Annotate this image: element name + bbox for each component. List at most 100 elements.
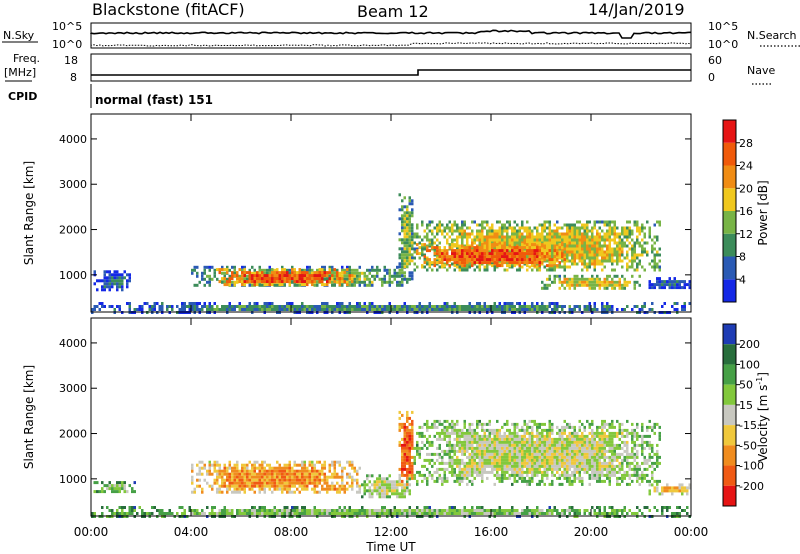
velocity-cell — [581, 476, 584, 480]
power-cell — [318, 308, 321, 311]
velocity-cell — [556, 455, 559, 459]
power-cell — [493, 241, 496, 245]
power-cell — [533, 258, 536, 262]
power-cell — [573, 253, 576, 257]
velocity-cell — [403, 458, 406, 462]
power-cell — [673, 283, 676, 287]
power-cell — [293, 280, 296, 284]
power-cell — [218, 280, 221, 284]
power-cell — [561, 280, 564, 284]
velocity-cell — [491, 446, 494, 450]
velocity-cell — [503, 461, 506, 465]
velocity-cell — [436, 419, 439, 423]
velocity-cell — [226, 469, 229, 473]
power-cell — [498, 241, 501, 245]
power-cell — [248, 283, 251, 287]
power-cell — [321, 277, 324, 281]
velocity-cell — [556, 449, 559, 453]
power-cell — [483, 235, 486, 239]
velocity-cell — [301, 475, 304, 479]
power-cell — [351, 274, 354, 278]
velocity-cell — [548, 467, 551, 471]
power-cell — [351, 271, 354, 275]
velocity-cell — [548, 431, 551, 435]
velocity-cell — [401, 422, 404, 426]
power-cell — [446, 241, 449, 245]
power-cell — [471, 305, 474, 308]
power-cell — [648, 280, 651, 284]
power-cell — [486, 220, 489, 224]
power-cell — [213, 268, 216, 272]
power-cell — [468, 249, 471, 253]
power-cell — [238, 277, 241, 281]
power-cell — [663, 283, 666, 287]
velocity-cell — [433, 470, 436, 474]
velocity-cell — [581, 452, 584, 456]
velocity-cell — [318, 490, 321, 494]
velocity-cell — [598, 446, 601, 450]
power-cell — [518, 232, 521, 236]
power-cell — [348, 283, 351, 287]
velocity-cell — [553, 437, 556, 441]
velocity-cell — [411, 422, 414, 426]
velocity-cell — [333, 469, 336, 473]
velocity-cell — [311, 487, 314, 491]
power-cell — [306, 280, 309, 284]
velocity-cell — [453, 473, 456, 477]
power-cell — [531, 247, 534, 251]
velocity-cell — [583, 455, 586, 459]
power-cell — [493, 229, 496, 233]
power-cell — [508, 258, 511, 262]
power-cell — [498, 229, 501, 233]
power-cell — [401, 220, 404, 224]
power-cell — [553, 277, 556, 281]
velocity-cell — [231, 484, 234, 488]
velocity-cell — [383, 492, 386, 496]
power-cell — [288, 271, 291, 275]
power-cell — [591, 262, 594, 266]
power-cell — [608, 308, 611, 311]
power-cell — [541, 243, 544, 247]
power-cell — [296, 283, 299, 287]
velocity-cell — [306, 481, 309, 485]
power-cell — [426, 226, 429, 230]
velocity-cell — [433, 425, 436, 429]
power-cell — [588, 302, 591, 305]
velocity-cell — [513, 422, 516, 426]
power-cell — [463, 232, 466, 236]
power-cell — [98, 308, 101, 311]
power-cell — [638, 244, 641, 248]
power-cell — [116, 279, 119, 283]
velocity-cell — [351, 466, 354, 470]
nsky-bottom-tick: 10^0 — [52, 38, 82, 51]
power-cell — [461, 235, 464, 239]
power-cell — [616, 280, 619, 284]
velocity-cell — [586, 455, 589, 459]
velocity-cell — [548, 482, 551, 486]
power-cell — [566, 277, 569, 281]
velocity-cell — [566, 470, 569, 474]
velocity-cell — [433, 422, 436, 426]
velocity-cell — [443, 467, 446, 471]
velocity-cell — [506, 455, 509, 459]
velocity-cell — [466, 440, 469, 444]
power-cell — [521, 226, 524, 230]
power-cell — [336, 305, 339, 308]
power-cell — [633, 244, 636, 248]
power-cell — [426, 232, 429, 236]
power-cell — [456, 249, 459, 253]
velocity-cell — [256, 460, 259, 464]
power-cell — [231, 280, 234, 284]
velocity-cell — [513, 470, 516, 474]
velocity-cell — [498, 476, 501, 480]
power-cell — [588, 277, 591, 281]
power-cell — [571, 259, 574, 263]
power-cell — [446, 268, 449, 272]
power-cell — [513, 264, 516, 268]
velocity-cell — [441, 458, 444, 462]
power-cell — [518, 268, 521, 272]
power-cell — [476, 238, 479, 242]
power-cell — [368, 283, 371, 287]
power-cell — [111, 282, 114, 286]
power-cell — [586, 238, 589, 242]
